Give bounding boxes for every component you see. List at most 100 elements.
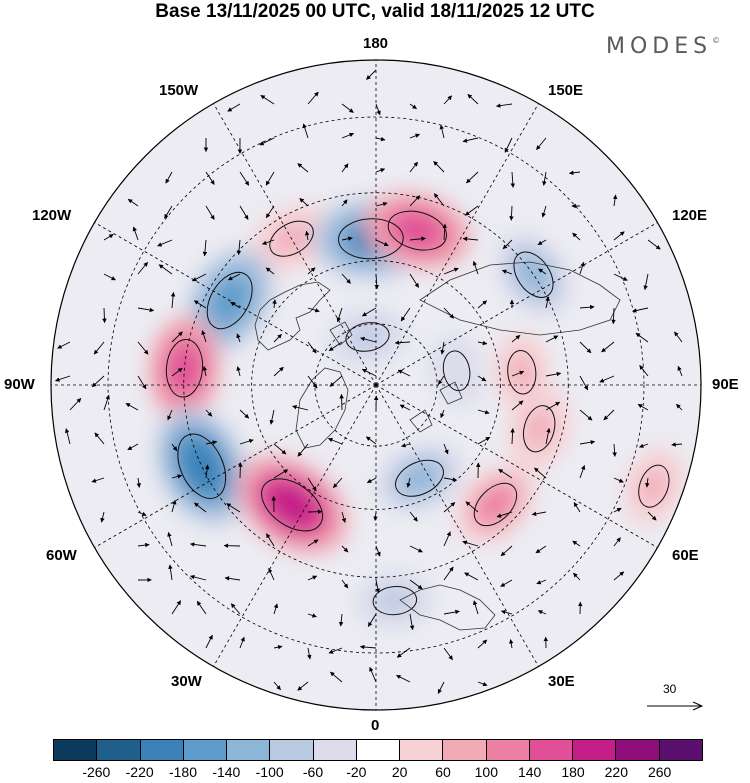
wind-arrow: [304, 230, 310, 241]
wind-arrow: [647, 511, 657, 521]
wind-arrow: [359, 644, 377, 650]
wind-arrow: [504, 137, 513, 153]
wind-arrow: [462, 236, 479, 242]
wind-arrow: [496, 511, 513, 518]
wind-arrow: [511, 334, 521, 343]
wind-arrow: [224, 576, 241, 581]
map-boundary: [50, 59, 702, 711]
wind-arrow: [440, 409, 445, 419]
wind-arrow: [643, 273, 649, 291]
wind-arrow: [537, 610, 547, 615]
wind-arrow: [100, 511, 105, 523]
wind-arrow: [194, 502, 207, 513]
wind-arrow: [64, 428, 71, 445]
wind-arrow: [573, 502, 581, 513]
wind-arrow: [466, 171, 479, 184]
positive-anomaly: [477, 486, 514, 523]
wind-arrow: [307, 341, 317, 354]
vector-scale-arrow: [647, 701, 704, 711]
wind-arrow: [167, 409, 173, 421]
wind-arrow: [613, 231, 625, 241]
wind-arrow: [132, 226, 139, 241]
colorbar: [53, 739, 703, 761]
wind-arrow: [297, 681, 309, 691]
wind-arrow: [477, 639, 488, 649]
wind-arrow: [273, 603, 279, 615]
wind-arrow: [239, 636, 245, 649]
wind-arrow: [307, 575, 318, 581]
wind-arrow: [443, 443, 449, 455]
wind-arrow: [189, 542, 207, 547]
wind-arrow: [265, 205, 275, 219]
wind-arrow: [367, 613, 377, 627]
wind-arrow: [360, 336, 377, 343]
colorbar-tick-label: -220: [125, 764, 154, 780]
negative-anomaly: [180, 439, 223, 493]
anomaly-contour: [338, 218, 404, 260]
wind-arrow: [443, 647, 453, 661]
wind-arrow: [394, 340, 411, 345]
colorbar-tick-label: 180: [561, 764, 585, 780]
colorbar-swatch: [227, 740, 271, 760]
wind-arrow: [635, 332, 649, 343]
wind-arrow: [443, 307, 455, 319]
wind-arrow: [307, 539, 319, 547]
wind-arrow: [226, 503, 241, 513]
wind-arrow: [171, 443, 178, 452]
wind-arrow: [464, 572, 479, 581]
wind-arrow: [437, 681, 445, 694]
wind-arrow: [329, 671, 343, 683]
wind-arrow: [93, 341, 105, 355]
wind-arrow: [406, 477, 411, 488]
wind-arrow: [534, 467, 547, 479]
wind-arrow: [332, 477, 343, 489]
wind-arrow: [307, 307, 320, 313]
meridian-line: [213, 384, 377, 667]
wind-arrow: [366, 477, 377, 484]
wind-arrow: [341, 545, 349, 553]
wind-arrow: [196, 600, 207, 615]
wind-arrow: [579, 375, 589, 391]
wind-arrow: [541, 205, 547, 218]
colorbar-swatch: [54, 740, 98, 760]
lon-label-90w: 90W: [4, 376, 35, 393]
wind-arrow: [297, 443, 309, 457]
wind-arrow: [307, 267, 316, 275]
wind-arrow: [443, 566, 454, 581]
wind-arrow: [409, 103, 417, 110]
wind-arrow: [205, 409, 213, 417]
wind-arrow: [599, 375, 615, 383]
wind-arrow: [500, 579, 513, 587]
wind-arrow: [227, 103, 241, 112]
colorbar-tick-label: 100: [474, 764, 499, 780]
wind-arrow: [477, 300, 488, 309]
wind-arrow: [399, 404, 411, 411]
colorbar-ticks: -260 -220 -180 -140 -100 -60 -20 20 60 100 140 180 2…: [53, 762, 703, 782]
wind-arrow: [511, 400, 524, 411]
wind-arrow: [639, 443, 649, 448]
wind-arrow: [328, 341, 343, 352]
anomaly-contour: [442, 350, 471, 392]
wind-arrow: [202, 366, 208, 377]
lon-label-30e: 30E: [548, 673, 575, 690]
wind-arrow: [477, 681, 488, 687]
wind-arrow: [535, 545, 547, 554]
wind-arrow: [613, 507, 622, 513]
wind-arrow: [103, 273, 116, 281]
wind-arrow: [171, 331, 183, 343]
colorbar-tick-label: -140: [212, 764, 241, 780]
wind-arrow: [409, 613, 415, 631]
wind-arrow: [137, 307, 155, 313]
negative-anomaly: [516, 255, 551, 294]
wind-arrow: [236, 239, 242, 256]
wind-arrow: [510, 171, 516, 188]
wind-arrow: [339, 393, 344, 411]
wind-arrow: [472, 260, 479, 275]
wind-arrow: [361, 307, 377, 317]
lon-label-150e: 150E: [548, 82, 584, 99]
meridian-line: [375, 384, 539, 667]
colorbar-swatch: [183, 740, 228, 760]
wind-arrow: [375, 239, 389, 247]
wind-arrow: [205, 440, 218, 445]
colorbar-tick-label: 140: [517, 764, 542, 780]
